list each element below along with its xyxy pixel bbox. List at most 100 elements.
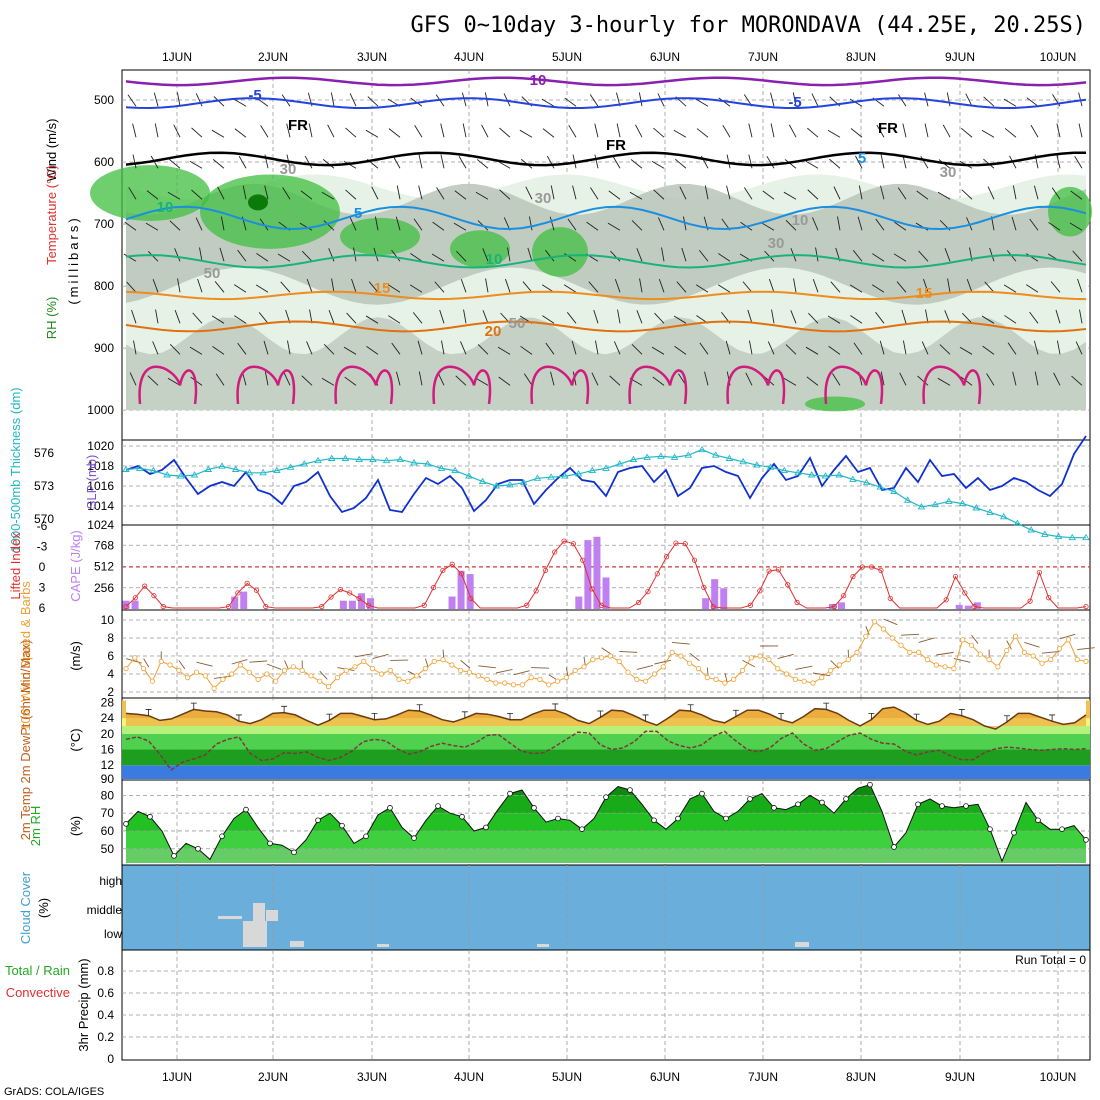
wind-barb	[522, 281, 533, 293]
wind-barb	[748, 340, 753, 355]
wind10m-barb	[284, 660, 289, 670]
rh-point	[747, 796, 753, 802]
wind-barb	[199, 247, 203, 262]
wind-barb	[784, 159, 797, 169]
cape-bar	[466, 574, 474, 609]
thickness-point	[1068, 533, 1077, 541]
wind-barb	[937, 377, 951, 386]
wind-barb	[460, 341, 467, 355]
wind-barb	[173, 124, 181, 138]
cape-lifted-panel: -6 -3 0 3 6 256 512 768	[37, 519, 1090, 615]
precip-legend-convective: Convective	[6, 985, 70, 1000]
slp-tick: 1020	[87, 439, 114, 453]
wind10m-barb	[354, 653, 373, 658]
wind-speed-point	[704, 674, 710, 681]
thickness-point	[547, 473, 555, 480]
wind-speed-point	[378, 671, 385, 677]
lifted-point	[524, 602, 530, 608]
wind-barb	[1056, 340, 1061, 355]
temp-minmax-bar	[326, 713, 333, 721]
cloud-panel: low middle high	[87, 874, 809, 947]
wind-barb	[507, 247, 511, 262]
wind-barb	[902, 123, 907, 138]
wind-barb	[541, 98, 555, 107]
lifted-point	[1083, 604, 1089, 610]
slp-tick-bottom: 1024	[87, 518, 114, 532]
wind-tick: 10	[101, 613, 115, 627]
wind-tick: 8	[107, 631, 114, 645]
wind-speed-point	[731, 676, 737, 683]
thickness-line	[125, 449, 1086, 539]
cloud-patch	[795, 942, 809, 947]
wind-barb	[696, 128, 709, 138]
wind10m-barb	[231, 659, 248, 665]
wind-speed-point	[396, 676, 402, 683]
wind-barb	[681, 247, 687, 262]
thickness-point	[478, 477, 487, 485]
wind-barb	[924, 123, 929, 138]
isotherm-25	[432, 365, 492, 405]
wind-barb	[790, 310, 797, 324]
lifted-point	[142, 583, 148, 589]
wind-speed-point	[484, 676, 490, 683]
side-labels: Wind (m/s) Temperature (°C) RH (%) (mill…	[5, 119, 99, 1052]
wind-barb	[233, 98, 247, 107]
wind-barb	[768, 278, 775, 293]
wind10m-barb	[689, 652, 700, 662]
rh-point	[243, 806, 249, 813]
x-axis-labels: 1JUN 1JUN 2JUN 2JUN 3JUN 3JUN 4JUN 4JUN 5JUN 5JUN…	[162, 50, 1076, 1084]
wind-barb	[653, 127, 665, 138]
wind-speed-point	[466, 669, 473, 675]
temp-mask	[126, 700, 1086, 730]
cape-bar	[711, 579, 719, 609]
cape-bar	[357, 593, 365, 609]
isotherm-label: 5	[858, 150, 866, 167]
wind-barb	[174, 310, 181, 324]
wind-speed-point	[537, 676, 543, 683]
wind-barb	[762, 190, 775, 200]
wind-speed-point	[308, 673, 314, 679]
wind-barb	[1079, 309, 1083, 324]
wind-barb	[961, 312, 973, 324]
isotherm-label: 15	[916, 285, 933, 302]
precip-tick: 0.6	[97, 986, 114, 1000]
wind-barb	[812, 217, 819, 231]
wind-barb	[542, 315, 555, 324]
thickness-point	[1041, 530, 1049, 537]
wind-barb	[153, 92, 159, 107]
wind-barb	[546, 155, 555, 169]
wind-speed-point	[810, 680, 816, 686]
wind-barb	[1077, 278, 1083, 293]
slp-tick: 1016	[87, 479, 114, 493]
wind-barb	[1055, 309, 1061, 324]
x-label-top: 8JUN	[846, 50, 876, 64]
wind-barb	[793, 278, 797, 293]
wind-speed-point	[502, 680, 508, 686]
wind-barb	[942, 124, 951, 138]
temp-unit-label: (°C)	[68, 728, 83, 751]
rh-tick: 60	[101, 824, 115, 838]
wind-barb	[1004, 315, 1017, 324]
wind-barb	[440, 123, 445, 138]
rh-point	[387, 805, 393, 811]
wind-barb	[1029, 311, 1039, 324]
wind-speed-point	[202, 673, 208, 679]
wind-barb	[718, 253, 731, 262]
wind-barb	[893, 253, 907, 262]
x-label-bottom: 4JUN	[454, 1070, 484, 1084]
wind-barb	[1056, 123, 1061, 138]
temp-minmax-bar	[190, 702, 197, 710]
cape-bar	[231, 596, 239, 609]
credit-label: GrADS: COLA/IGES	[4, 1086, 104, 1098]
wind-barb	[391, 249, 401, 262]
wind-barb	[215, 373, 225, 386]
isotherm-20	[125, 320, 1087, 333]
thickness-point	[410, 459, 418, 466]
temp-band	[122, 749, 1090, 766]
wind10m-barb	[478, 665, 496, 669]
temp-minmax-bar	[145, 709, 152, 716]
wind-barb	[830, 281, 841, 293]
wind-speed-point	[493, 680, 499, 686]
wind-barb	[432, 221, 445, 231]
wind-barb	[631, 344, 643, 355]
